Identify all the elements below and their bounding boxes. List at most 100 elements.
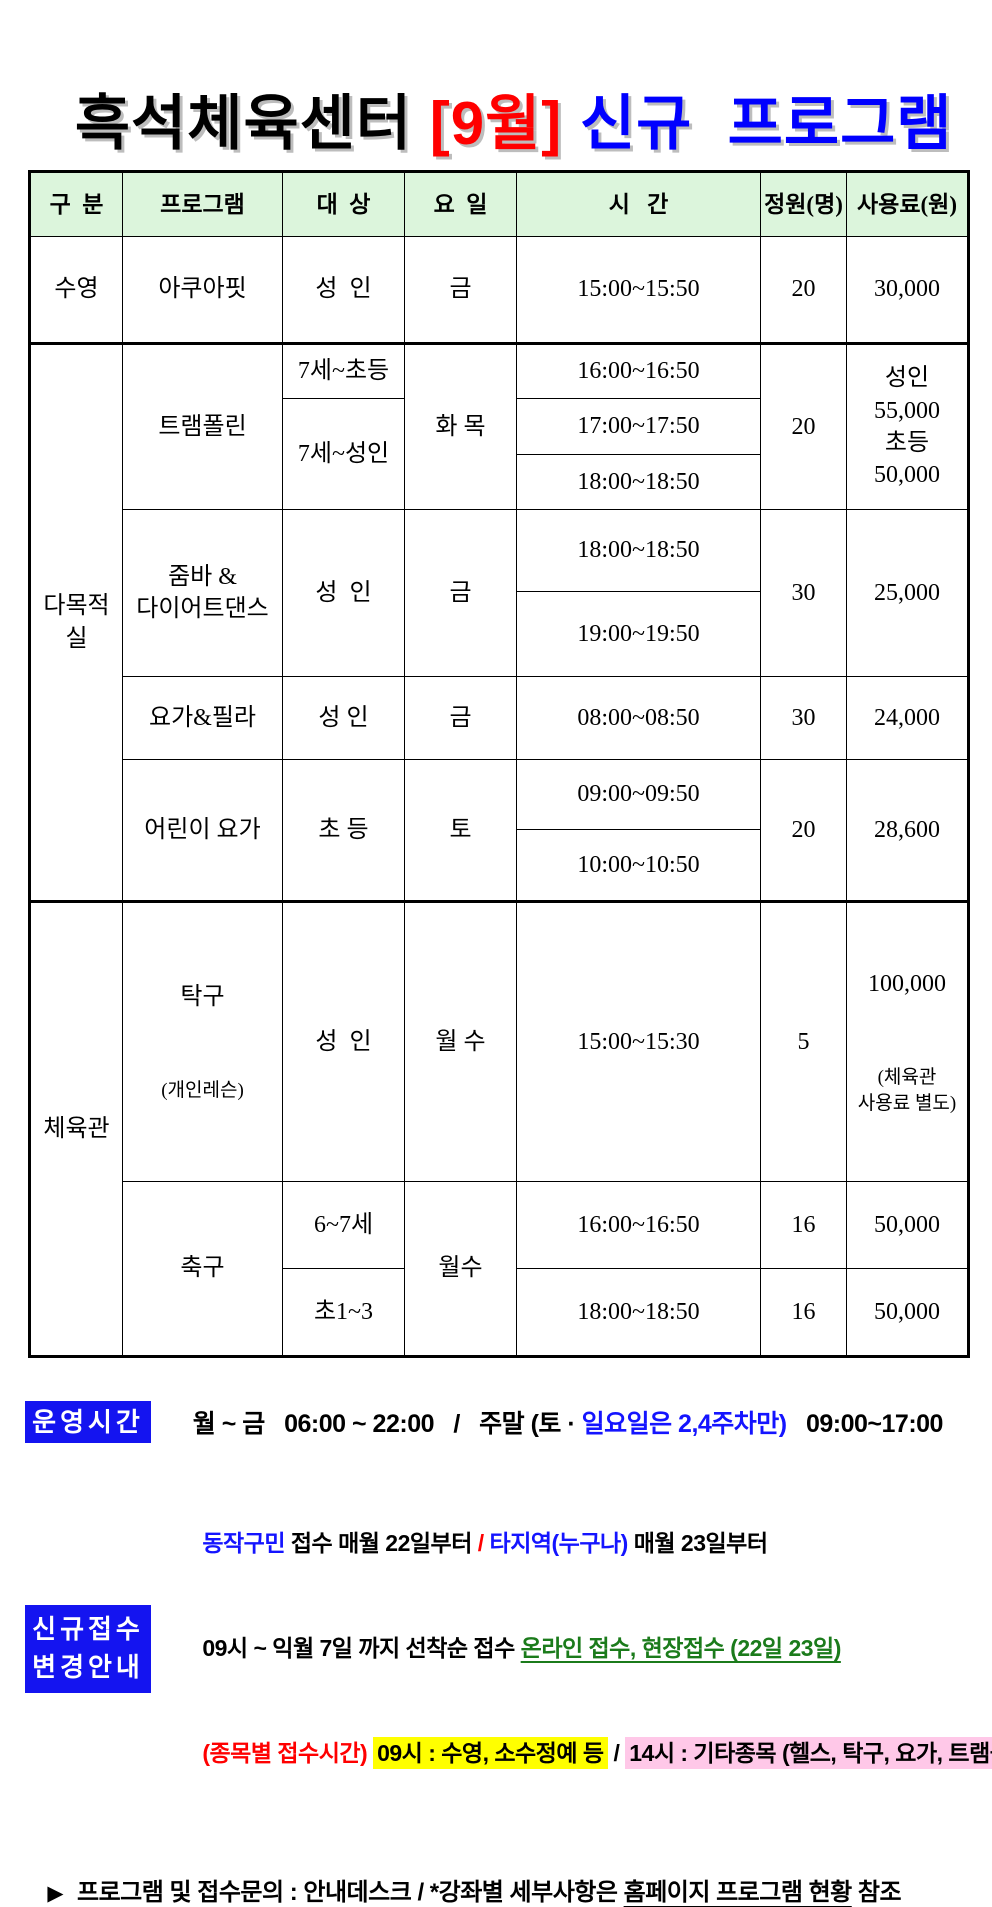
operating-hours-label: 운영시간 bbox=[25, 1401, 151, 1444]
table-tennis-name: 탁구 bbox=[180, 983, 225, 1010]
header-program: 프로그램 bbox=[122, 171, 283, 237]
registration-line-3: (종목별 접수시간) 09시 : 수영, 소수정예 등 / 14시 : 기타종목… bbox=[167, 1701, 992, 1806]
cell-time-kids-yoga-1: 09:00~09:50 bbox=[516, 759, 761, 830]
cell-fee-table-tennis: 100,000 (체육관 사용료 별도) bbox=[846, 899, 969, 1183]
operating-hours-text: 월 ~ 금 06:00 ~ 22:00 / 주말 (토 · 일요일은 2,4주차… bbox=[167, 1375, 944, 1469]
header-target: 대 상 bbox=[282, 171, 405, 237]
cell-day-yoga: 금 bbox=[404, 676, 517, 760]
page-title: 흑석체육센터 [9월] 신규 프로그램 bbox=[0, 16, 992, 160]
row-soccer-2: 초1~3 18:00~18:50 16 50,000 bbox=[30, 1268, 969, 1358]
title-new-program: 신규 프로그램 bbox=[562, 90, 953, 157]
registration-row: 신규접수 변경안내 동작구민 접수 매월 22일부터 / 타지역(누구나) 매월… bbox=[25, 1491, 992, 1806]
cell-target-yoga: 성 인 bbox=[282, 676, 405, 760]
reg-line2-text: 09시 ~ 익월 7일 까지 선착순 접수 bbox=[202, 1635, 521, 1662]
cell-program-trampoline: 트램폴린 bbox=[122, 342, 283, 510]
cell-capacity-soccer-1: 16 bbox=[760, 1181, 847, 1270]
cell-program-aquafit: 아쿠아핏 bbox=[122, 236, 283, 344]
registration-line-1: 동작구민 접수 매월 22일부터 / 타지역(누구나) 매월 23일부터 bbox=[167, 1491, 992, 1596]
header-capacity: 정원(명) bbox=[760, 171, 847, 237]
cell-target-zumba: 성 인 bbox=[282, 509, 405, 677]
cell-day-aquafit: 금 bbox=[404, 236, 517, 344]
cell-fee-soccer-1: 50,000 bbox=[846, 1181, 969, 1270]
cell-fee-yoga: 24,000 bbox=[846, 676, 969, 760]
cell-capacity-zumba: 30 bbox=[760, 509, 847, 677]
cell-capacity-yoga: 30 bbox=[760, 676, 847, 760]
table-header-row: 구 분 프로그램 대 상 요 일 시 간 정원(명) 사용료(원) bbox=[29, 171, 969, 237]
registration-label: 신규접수 변경안내 bbox=[25, 1604, 151, 1693]
cell-target-trampoline-b: 7세~성인 bbox=[282, 398, 405, 510]
cell-target-kids-yoga: 초 등 bbox=[282, 759, 405, 902]
row-soccer-1: 축구 6~7세 월수 16:00~16:50 16 50,000 bbox=[30, 1181, 969, 1358]
row-yoga-pilates: 요가&필라 성 인 금 08:00~08:50 30 24,000 bbox=[30, 676, 969, 760]
cell-day-trampoline: 화 목 bbox=[404, 342, 517, 510]
cell-day-soccer: 월수 bbox=[404, 1181, 517, 1358]
reg-other-region: 타지역(누구나) bbox=[483, 1530, 629, 1557]
reg-dongjak: 동작구민 bbox=[202, 1530, 285, 1557]
reg-line1-text2: 매월 23일부터 bbox=[627, 1530, 768, 1557]
cell-fee-kids-yoga: 28,600 bbox=[846, 759, 969, 902]
row-zumba-1: 줌바 & 다이어트댄스 성 인 금 18:00~18:50 30 25,000 bbox=[30, 509, 969, 677]
cell-time-trampoline-1: 16:00~16:50 bbox=[516, 342, 761, 399]
title-month: [9월] bbox=[429, 90, 563, 157]
cell-day-zumba: 금 bbox=[404, 509, 517, 677]
header-fee: 사용료(원) bbox=[846, 171, 969, 237]
table-tennis-fee-note: (체육관 사용료 별도) bbox=[857, 1066, 957, 1114]
cell-program-soccer: 축구 bbox=[122, 1181, 283, 1358]
cell-fee-zumba: 25,000 bbox=[846, 509, 969, 677]
cell-category-swim: 수영 bbox=[29, 236, 123, 344]
operating-weekend-time: 09:00~17:00 bbox=[786, 1410, 944, 1439]
cell-capacity-kids-yoga: 20 bbox=[760, 759, 847, 902]
cell-program-kids-yoga: 어린이 요가 bbox=[122, 759, 283, 902]
footer-note-text2: 참조 bbox=[851, 1879, 902, 1907]
operating-hours-row: 운영시간 월 ~ 금 06:00 ~ 22:00 / 주말 (토 · 일요일은 … bbox=[25, 1375, 992, 1469]
cell-time-zumba-1: 18:00~18:50 bbox=[516, 509, 761, 592]
footer-note-text1: 프로그램 및 접수문의 : 안내데스크 / *강좌별 세부사항은 bbox=[77, 1879, 624, 1907]
reg-line3-pink-highlight: 14시 : 기타종목 (헬스, 탁구, 요가, 트램폴린 등) bbox=[625, 1737, 992, 1770]
cell-time-soccer-2: 18:00~18:50 bbox=[516, 1268, 761, 1358]
header-day: 요 일 bbox=[404, 171, 517, 237]
cell-time-trampoline-3: 18:00~18:50 bbox=[516, 454, 761, 510]
cell-day-table-tennis: 월 수 bbox=[404, 899, 517, 1183]
cell-fee-soccer-2: 50,000 bbox=[846, 1268, 969, 1358]
cell-capacity-aquafit: 20 bbox=[760, 236, 847, 344]
row-swim: 수영 아쿠아핏 성 인 금 15:00~15:50 20 30,000 bbox=[29, 236, 969, 344]
row-trampoline-3: 18:00~18:50 bbox=[30, 454, 969, 510]
registration-line-2: 09시 ~ 익월 7일 까지 선착순 접수 온라인 접수, 현장접수 (22일 … bbox=[167, 1596, 992, 1701]
cell-target-table-tennis: 성 인 bbox=[282, 899, 405, 1183]
operating-weekday: 월 ~ 금 06:00 ~ 22:00 / 주말 (토 · bbox=[192, 1410, 582, 1439]
registration-lines: 동작구민 접수 매월 22일부터 / 타지역(누구나) 매월 23일부터 09시… bbox=[167, 1491, 992, 1806]
cell-time-aquafit: 15:00~15:50 bbox=[516, 236, 761, 344]
reg-line2-green: 온라인 접수, 현장접수 (22일 23일) bbox=[520, 1635, 842, 1662]
cell-category-gym: 체육관 bbox=[29, 899, 123, 1358]
cell-time-zumba-2: 19:00~19:50 bbox=[516, 591, 761, 677]
footer-note-link: 홈페이지 프로그램 현황 bbox=[623, 1879, 853, 1907]
reg-line3-red: (종목별 접수시간) bbox=[202, 1740, 368, 1767]
operating-weekend-highlight: 일요일은 2,4주차만) bbox=[581, 1410, 788, 1439]
cell-time-table-tennis: 15:00~15:30 bbox=[516, 899, 761, 1183]
right-triangle-icon: ▶ bbox=[47, 1882, 63, 1906]
cell-day-kids-yoga: 토 bbox=[404, 759, 517, 902]
cell-time-trampoline-2: 17:00~17:50 bbox=[516, 398, 761, 455]
cell-time-kids-yoga-2: 10:00~10:50 bbox=[516, 829, 761, 902]
reg-line1-text1: 접수 매월 22일부터 bbox=[284, 1530, 478, 1557]
title-center-name: 흑석체육센터 bbox=[74, 90, 430, 157]
header-category: 구 분 bbox=[29, 171, 123, 237]
header-time: 시 간 bbox=[516, 171, 761, 237]
cell-fee-trampoline: 성인 55,000 초등 50,000 bbox=[846, 342, 969, 510]
cell-target-aquafit: 성 인 bbox=[282, 236, 405, 344]
row-kids-yoga-1: 어린이 요가 초 등 토 09:00~09:50 20 28,600 bbox=[30, 759, 969, 902]
cell-program-zumba: 줌바 & 다이어트댄스 bbox=[122, 509, 283, 677]
footer-note: ▶ 프로그램 및 접수문의 : 안내데스크 / *강좌별 세부사항은 홈페이지 프… bbox=[35, 1844, 992, 1907]
reg-line3-slash: / bbox=[607, 1740, 626, 1767]
cell-target-trampoline-a: 7세~초등 bbox=[282, 342, 405, 399]
row-trampoline-2: 7세~성인 17:00~17:50 bbox=[30, 398, 969, 510]
row-trampoline-1: 다목적실 트램폴린 7세~초등 화 목 16:00~16:50 20 성인 55… bbox=[29, 342, 969, 902]
cell-target-soccer-1: 6~7세 bbox=[282, 1181, 405, 1270]
cell-program-yoga: 요가&필라 bbox=[122, 676, 283, 760]
reg-line3-yellow-highlight: 09시 : 수영, 소수정예 등 bbox=[373, 1737, 608, 1770]
cell-target-soccer-2: 초1~3 bbox=[282, 1268, 405, 1358]
cell-capacity-trampoline: 20 bbox=[760, 342, 847, 510]
cell-capacity-table-tennis: 5 bbox=[760, 899, 847, 1183]
row-table-tennis: 체육관 탁구 (개인레슨) 성 인 월 수 15:00~15:30 5 100,… bbox=[29, 899, 969, 1358]
program-schedule-table: 구 분 프로그램 대 상 요 일 시 간 정원(명) 사용료(원) 수영 아쿠아… bbox=[28, 170, 970, 1359]
